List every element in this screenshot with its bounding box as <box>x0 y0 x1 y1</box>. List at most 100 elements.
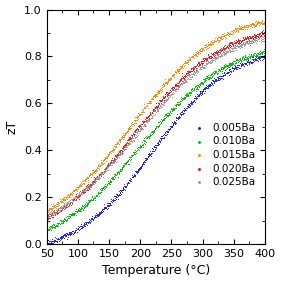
0.010Ba <box>158 119 162 123</box>
0.015Ba <box>263 19 267 23</box>
0.015Ba <box>100 161 104 166</box>
0.025Ba <box>210 57 214 61</box>
0.005Ba <box>218 73 223 78</box>
0.025Ba <box>90 180 95 185</box>
0.005Ba <box>126 180 130 185</box>
0.020Ba <box>142 120 146 124</box>
0.015Ba <box>112 146 116 151</box>
0.025Ba <box>168 94 173 98</box>
0.020Ba <box>147 114 151 118</box>
0.010Ba <box>85 201 89 206</box>
0.020Ba <box>232 41 236 46</box>
0.005Ba <box>53 235 57 240</box>
0.020Ba <box>176 84 180 88</box>
0.010Ba <box>69 212 74 217</box>
0.010Ba <box>114 172 119 176</box>
0.015Ba <box>88 171 92 176</box>
0.010Ba <box>198 83 203 87</box>
0.015Ba <box>99 160 104 165</box>
0.010Ba <box>121 164 126 169</box>
0.020Ba <box>178 78 182 82</box>
0.020Ba <box>201 61 205 65</box>
0.015Ba <box>260 18 264 23</box>
0.015Ba <box>154 92 158 97</box>
0.005Ba <box>227 67 232 71</box>
0.025Ba <box>257 35 262 39</box>
0.025Ba <box>216 53 221 57</box>
0.010Ba <box>46 227 51 231</box>
0.010Ba <box>162 116 167 120</box>
0.025Ba <box>45 213 49 218</box>
0.025Ba <box>47 211 52 215</box>
0.025Ba <box>248 39 253 43</box>
0.020Ba <box>130 136 135 141</box>
0.025Ba <box>48 211 53 215</box>
0.020Ba <box>244 37 248 41</box>
0.010Ba <box>117 167 122 171</box>
0.025Ba <box>259 36 264 40</box>
0.025Ba <box>53 210 57 215</box>
0.005Ba <box>104 204 109 209</box>
0.005Ba <box>149 154 153 158</box>
0.005Ba <box>89 216 94 220</box>
0.010Ba <box>142 138 147 142</box>
0.005Ba <box>133 173 138 177</box>
0.025Ba <box>166 96 170 100</box>
0.010Ba <box>148 130 153 134</box>
0.015Ba <box>84 177 89 181</box>
0.020Ba <box>188 68 193 73</box>
0.015Ba <box>128 126 133 130</box>
0.020Ba <box>169 87 174 92</box>
0.025Ba <box>153 108 157 113</box>
0.015Ba <box>207 42 211 46</box>
0.005Ba <box>64 231 69 235</box>
0.025Ba <box>263 35 267 39</box>
0.010Ba <box>235 58 240 62</box>
0.005Ba <box>251 54 255 59</box>
0.015Ba <box>181 62 185 66</box>
0.015Ba <box>253 20 257 25</box>
0.020Ba <box>55 209 59 213</box>
0.015Ba <box>222 34 226 38</box>
0.015Ba <box>49 206 53 210</box>
0.025Ba <box>74 195 78 199</box>
0.005Ba <box>252 58 257 63</box>
0.010Ba <box>230 62 234 67</box>
0.005Ba <box>193 94 197 99</box>
0.010Ba <box>210 73 215 77</box>
0.025Ba <box>219 53 224 57</box>
0.010Ba <box>113 172 118 177</box>
0.020Ba <box>89 182 93 186</box>
0.010Ba <box>260 52 264 56</box>
0.005Ba <box>156 141 160 145</box>
0.015Ba <box>157 89 162 94</box>
0.025Ba <box>161 102 166 107</box>
0.015Ba <box>112 144 117 148</box>
0.010Ba <box>261 49 266 53</box>
0.025Ba <box>244 40 248 45</box>
0.015Ba <box>110 148 114 152</box>
0.010Ba <box>58 221 63 226</box>
0.010Ba <box>114 173 119 178</box>
0.015Ba <box>210 40 215 44</box>
0.020Ba <box>101 166 106 171</box>
0.020Ba <box>50 215 54 219</box>
0.005Ba <box>239 63 243 68</box>
0.025Ba <box>185 75 189 80</box>
0.015Ba <box>197 48 201 52</box>
0.010Ba <box>97 193 101 198</box>
0.015Ba <box>110 148 114 153</box>
0.020Ba <box>160 99 164 104</box>
0.005Ba <box>206 83 211 87</box>
0.010Ba <box>257 51 262 55</box>
0.025Ba <box>176 87 180 91</box>
0.010Ba <box>91 197 96 201</box>
0.015Ba <box>171 72 176 76</box>
0.020Ba <box>230 40 235 44</box>
0.025Ba <box>63 202 68 206</box>
0.015Ba <box>111 147 116 152</box>
0.015Ba <box>49 202 53 207</box>
0.005Ba <box>129 175 134 179</box>
0.015Ba <box>196 52 200 56</box>
0.005Ba <box>238 66 242 71</box>
